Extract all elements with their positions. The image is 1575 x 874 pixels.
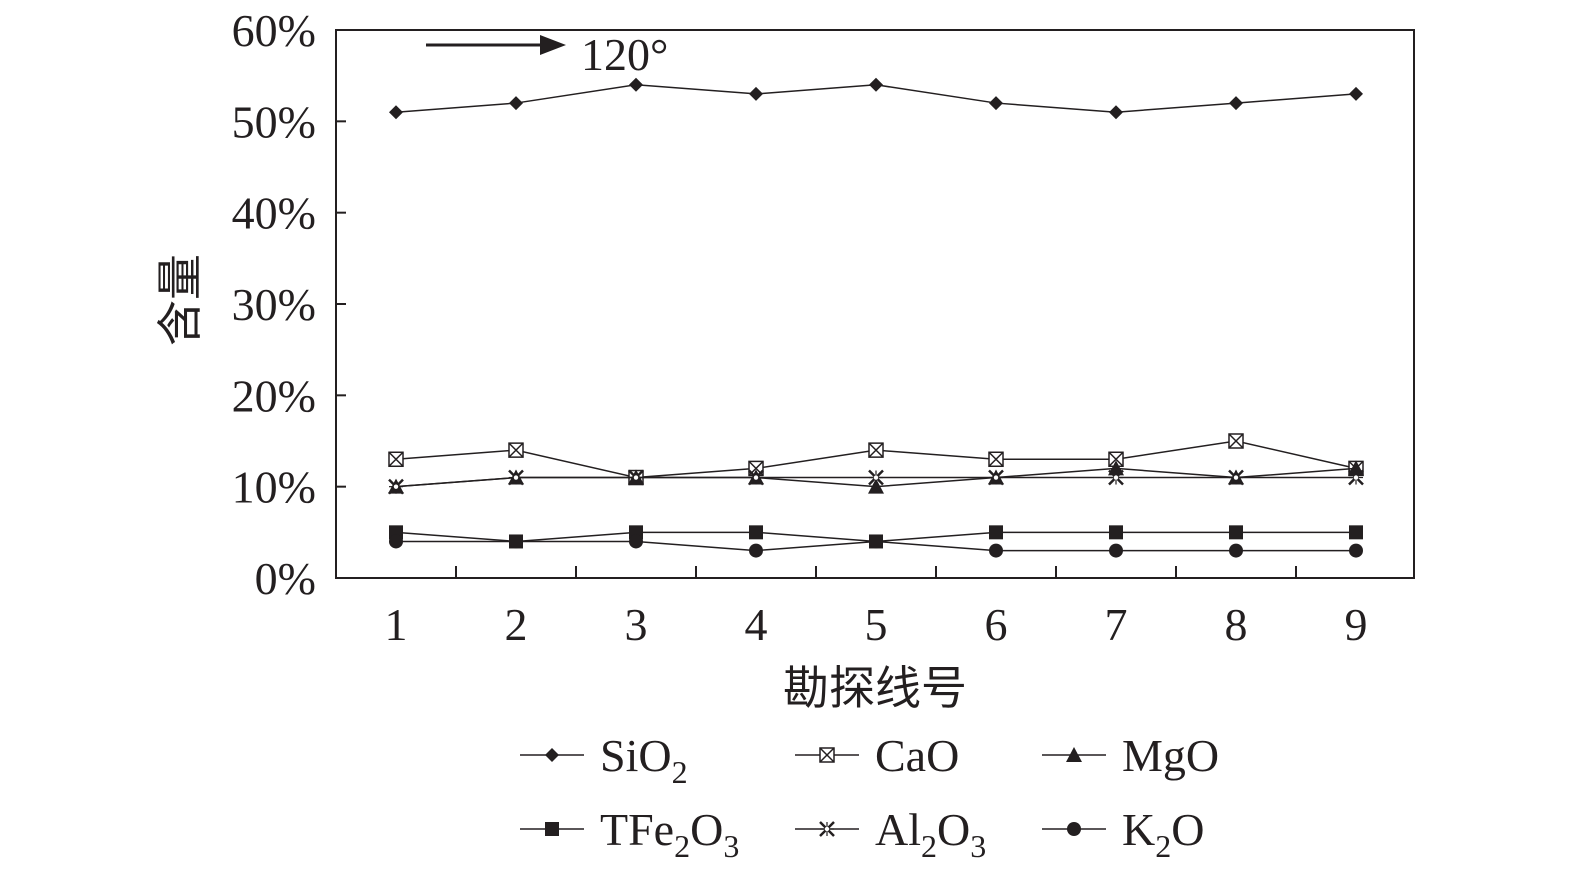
arrow-head-icon <box>540 35 566 55</box>
legend-marker <box>1066 747 1082 762</box>
y-tick-label: 40% <box>232 188 316 239</box>
point-mgo <box>1108 460 1124 476</box>
y-tick-label: 10% <box>232 462 316 513</box>
y-tick-label: 50% <box>232 96 316 147</box>
legend-item-al2o3: Al2O3 <box>795 804 986 864</box>
point-al2o3 <box>388 478 404 495</box>
legend-marker <box>819 821 835 837</box>
annotation: 120° <box>426 29 668 80</box>
x-tick-label: 2 <box>505 599 528 650</box>
x-tick-label: 1 <box>385 599 408 650</box>
legend-marker <box>819 747 835 763</box>
point-k2o <box>1109 543 1123 558</box>
legend-label: CaO <box>875 730 959 781</box>
x-axis: 1 2 3 4 5 6 7 8 9 <box>385 566 1368 650</box>
legend-marker <box>1067 822 1081 836</box>
x-tick-label: 9 <box>1345 599 1368 650</box>
legend-label: MgO <box>1122 730 1219 781</box>
y-tick-label: 20% <box>232 370 316 421</box>
point-sio2 <box>1109 105 1123 120</box>
point-k2o <box>869 534 883 549</box>
point-sio2 <box>509 96 523 111</box>
point-sio2 <box>869 77 883 92</box>
point-k2o <box>1229 543 1243 558</box>
point-k2o <box>989 543 1003 558</box>
y-tick-label: 30% <box>232 279 316 330</box>
y-tick-label: 0% <box>255 553 316 604</box>
point-sio2 <box>989 96 1003 111</box>
point-al2o3 <box>1228 469 1244 486</box>
point-tfe2o3 <box>1109 525 1123 540</box>
series-al2o3 <box>388 469 1364 495</box>
legend-item-mgo: MgO <box>1042 730 1219 781</box>
point-sio2 <box>1229 96 1243 111</box>
x-tick-label: 8 <box>1225 599 1248 650</box>
annotation-label: 120° <box>581 29 668 80</box>
point-al2o3 <box>508 469 524 486</box>
plot-frame <box>335 29 1415 579</box>
point-mgo <box>1348 460 1364 476</box>
legend-item-k2o: K2O <box>1042 804 1204 864</box>
y-tick-label: 60% <box>232 5 316 56</box>
point-cao <box>868 442 884 458</box>
point-tfe2o3 <box>1349 525 1363 540</box>
point-sio2 <box>389 105 403 120</box>
series-k2o <box>389 534 1363 558</box>
point-sio2 <box>1349 86 1363 101</box>
point-al2o3 <box>868 469 884 486</box>
point-sio2 <box>629 77 643 92</box>
series-sio2 <box>389 77 1363 120</box>
point-tfe2o3 <box>749 525 763 540</box>
point-cao <box>508 442 524 458</box>
point-al2o3 <box>748 469 764 486</box>
legend-item-tfe2o3: TFe2O3 <box>520 804 739 864</box>
legend-marker <box>545 822 559 836</box>
x-tick-label: 6 <box>985 599 1008 650</box>
legend-label: TFe2O3 <box>600 804 739 864</box>
point-k2o <box>389 534 403 549</box>
x-tick-label: 4 <box>745 599 768 650</box>
x-tick-label: 7 <box>1105 599 1128 650</box>
point-cao <box>988 451 1004 468</box>
point-k2o <box>749 543 763 558</box>
plot-border <box>335 29 1415 579</box>
legend-marker <box>545 748 559 762</box>
legend-label: Al2O3 <box>875 804 986 864</box>
point-mgo <box>868 478 884 494</box>
legend-item-cao: CaO <box>795 730 959 781</box>
y-axis-title: 含量 <box>155 254 206 346</box>
point-k2o <box>1349 543 1363 558</box>
point-al2o3 <box>1348 469 1364 486</box>
point-al2o3 <box>628 469 644 486</box>
point-cao <box>388 451 404 468</box>
point-k2o <box>629 534 643 549</box>
point-al2o3 <box>988 469 1004 486</box>
y-axis: 0% 10% 20% 30% 40% 50% 60% <box>232 5 346 604</box>
legend-label: SiO2 <box>600 730 688 790</box>
point-tfe2o3 <box>989 525 1003 540</box>
series-layer <box>388 77 1364 558</box>
x-tick-label: 5 <box>865 599 888 650</box>
point-cao <box>1228 433 1244 449</box>
point-tfe2o3 <box>1229 525 1243 540</box>
legend: SiO2 CaO MgO TFe2O3 Al2O3 K2O <box>520 730 1219 864</box>
point-sio2 <box>749 86 763 101</box>
point-cao <box>1108 451 1124 468</box>
x-tick-label: 3 <box>625 599 648 650</box>
point-al2o3 <box>1108 469 1124 486</box>
point-k2o <box>509 534 523 549</box>
legend-item-sio2: SiO2 <box>520 730 688 790</box>
legend-label: K2O <box>1122 804 1204 864</box>
x-axis-title: 勘探线号 <box>783 663 967 714</box>
